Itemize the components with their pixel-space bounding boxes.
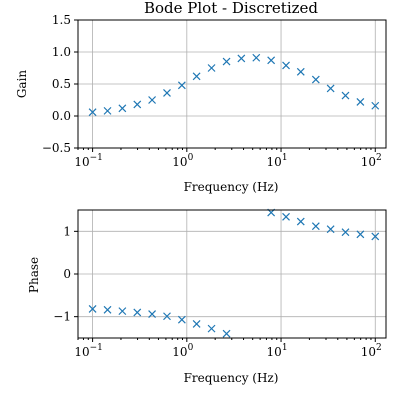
phase-data-point [163, 312, 171, 321]
gain-plot-frame [77, 19, 387, 149]
gain-data-point [118, 104, 127, 113]
phase-data-point [356, 230, 365, 239]
phase-data-point [296, 217, 305, 226]
gain-y-axis-label: Gain [15, 70, 29, 99]
gain-y-tick-label: 0.0 [52, 109, 71, 123]
gain-subplot: Bode Plot - Discretized 10−1 100 101 102 −0.… [15, 0, 387, 194]
phase-y-tick-label: 1 [63, 224, 71, 238]
gain-data-point [267, 56, 276, 65]
gain-data-point [252, 53, 261, 62]
phase-data-point [222, 329, 231, 338]
phase-x-tick-label: 102 [361, 343, 382, 359]
phase-plot-frame [77, 209, 387, 339]
gain-data-point [163, 89, 171, 97]
gain-x-axis-label: Frequency (Hz) [184, 180, 279, 194]
gain-data-point [148, 96, 157, 104]
gain-data-point [311, 75, 320, 84]
gain-data-point [237, 54, 246, 63]
phase-data-point [326, 225, 335, 234]
phase-y-tick-label: −1 [53, 310, 71, 324]
phase-data-point [177, 315, 186, 324]
gain-chart-title: Bode Plot - Discretized [144, 0, 318, 17]
gain-x-tick-label: 10−1 [74, 153, 103, 169]
gain-x-tick-label: 100 [172, 153, 193, 169]
gain-x-tick-label: 102 [361, 153, 382, 169]
gain-data-point [341, 91, 350, 100]
phase-data-point [192, 319, 201, 328]
phase-x-tick-label: 100 [172, 343, 193, 359]
phase-data-point [103, 305, 112, 314]
phase-markers [88, 208, 380, 338]
phase-data-point [371, 232, 380, 241]
gain-data-point [296, 67, 305, 76]
phase-data-point [133, 308, 142, 317]
gain-data-point [192, 72, 201, 81]
gain-data-point [103, 106, 112, 115]
gain-y-tick-label: 1.0 [52, 45, 71, 59]
phase-x-axis-label: Frequency (Hz) [184, 371, 279, 385]
phase-x-tick-label: 10−1 [74, 343, 103, 359]
phase-data-point [148, 310, 157, 319]
gain-y-tick-label: −0.5 [42, 141, 71, 155]
gain-data-point [282, 61, 290, 70]
phase-y-axis-label: Phase [27, 257, 41, 293]
phase-grid [78, 210, 386, 338]
phase-x-tick-label: 101 [267, 343, 288, 359]
gain-data-point [371, 101, 380, 110]
phase-data-point [341, 228, 350, 237]
gain-data-point [177, 81, 186, 90]
phase-data-point [311, 222, 320, 231]
gain-y-tick-label: 0.5 [52, 77, 71, 91]
phase-data-point [88, 305, 97, 313]
phase-data-point [282, 212, 290, 221]
gain-data-point [356, 97, 365, 106]
phase-y-tick-label: 0 [63, 267, 71, 281]
phase-data-point [207, 324, 216, 333]
gain-data-point [207, 64, 216, 72]
gain-data-point [88, 108, 97, 117]
gain-markers [88, 53, 380, 117]
gain-data-point [222, 57, 231, 66]
phase-subplot: 10−1 100 101 102 −1 0 1 Frequency (Hz) Phase [27, 208, 387, 385]
gain-y-tick-label: 1.5 [52, 13, 71, 27]
phase-data-point [118, 307, 127, 316]
gain-x-tick-label: 101 [267, 153, 288, 169]
gain-data-point [133, 100, 142, 109]
gain-data-point [326, 84, 335, 93]
